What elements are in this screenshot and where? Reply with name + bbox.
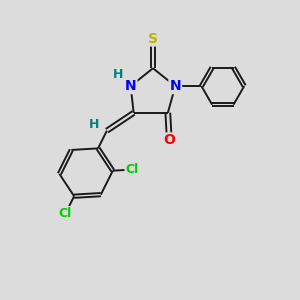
Text: O: O [164, 134, 175, 148]
Text: N: N [125, 79, 136, 93]
Text: N: N [169, 79, 181, 93]
Text: S: S [148, 32, 158, 46]
Text: Cl: Cl [125, 163, 139, 176]
Text: Cl: Cl [59, 207, 72, 220]
Text: H: H [89, 118, 100, 131]
Text: H: H [113, 68, 123, 81]
